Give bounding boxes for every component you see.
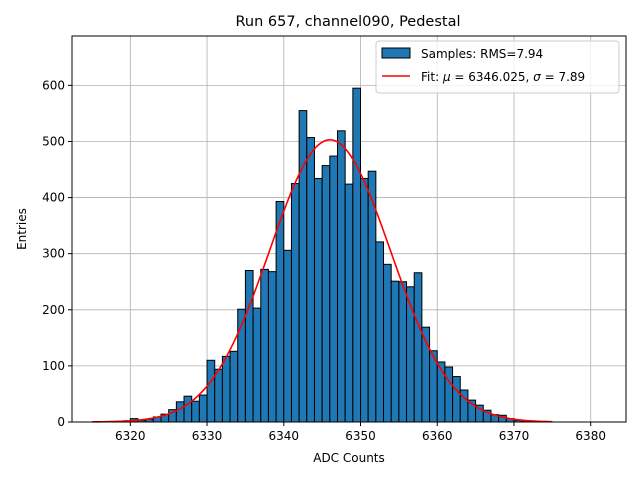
y-tick-label: 600: [42, 78, 65, 92]
histogram-bar: [360, 178, 369, 423]
legend-histogram-label: Samples: RMS=7.94: [421, 47, 543, 61]
histogram-bar: [375, 241, 385, 423]
y-axis-label: Entries: [15, 208, 29, 250]
histogram-bar: [221, 355, 231, 423]
histogram-bar: [283, 249, 292, 423]
y-axis-ticks: 0 100 200 300 400 500 600: [42, 78, 72, 429]
histogram-bar: [191, 400, 200, 423]
histogram-bar: [252, 307, 262, 423]
chart-title: Run 657, channel090, Pedestal: [235, 14, 460, 30]
histogram-bar: [244, 270, 254, 423]
histogram-bar: [444, 366, 454, 423]
legend-box: [375, 40, 620, 94]
histogram-bar: [329, 155, 338, 423]
histogram-bar: [214, 368, 223, 423]
x-tick-label: 6360: [422, 429, 453, 443]
y-tick-label: 400: [42, 191, 65, 205]
histogram-bar: [398, 281, 408, 423]
histogram-bar: [175, 401, 185, 423]
histogram-bar: [275, 201, 285, 423]
y-tick-label: 300: [42, 247, 65, 261]
y-tick-label: 200: [42, 303, 65, 317]
plot-frame: [71, 35, 627, 423]
x-axis-ticks: 6320 6330 6340 6350 6360 6370 6380: [115, 422, 606, 443]
histogram-bar: [260, 268, 269, 423]
histogram-bar: [313, 178, 323, 423]
histogram-bar: [229, 350, 239, 423]
histogram-bar: [383, 263, 392, 423]
histogram-bar: [298, 110, 308, 423]
fit-curve: [91, 138, 553, 423]
histogram-bar: [452, 376, 461, 423]
x-tick-label: 6330: [192, 429, 223, 443]
histogram-bar: [290, 183, 300, 423]
histogram-bar: [206, 359, 216, 423]
histogram-bar: [352, 87, 362, 423]
histogram-bar: [390, 280, 400, 423]
legend-fit-label: Fit: μ = 6346.025, σ = 7.89: [421, 70, 585, 84]
histogram-bar: [336, 130, 346, 423]
y-tick-label: 500: [42, 134, 65, 148]
y-tick-label: 100: [42, 359, 65, 373]
histogram-bars: [106, 87, 538, 423]
histogram-bar: [306, 137, 315, 423]
legend-histogram-swatch: [381, 47, 411, 59]
x-tick-label: 6340: [269, 429, 300, 443]
histogram-bar: [183, 395, 193, 423]
x-tick-label: 6370: [499, 429, 530, 443]
legend: Samples: RMS=7.94 Fit: μ = 6346.025, σ =…: [375, 40, 620, 94]
histogram-bar: [321, 165, 331, 423]
histogram-bar: [267, 271, 277, 423]
x-tick-label: 6350: [345, 429, 376, 443]
histogram-bar: [413, 272, 423, 423]
y-tick-label: 0: [57, 415, 65, 429]
x-axis-label: ADC Counts: [313, 451, 385, 465]
histogram-bar: [344, 183, 354, 423]
histogram-bar: [198, 394, 208, 423]
x-tick-label: 6380: [575, 429, 606, 443]
x-tick-label: 6320: [115, 429, 146, 443]
